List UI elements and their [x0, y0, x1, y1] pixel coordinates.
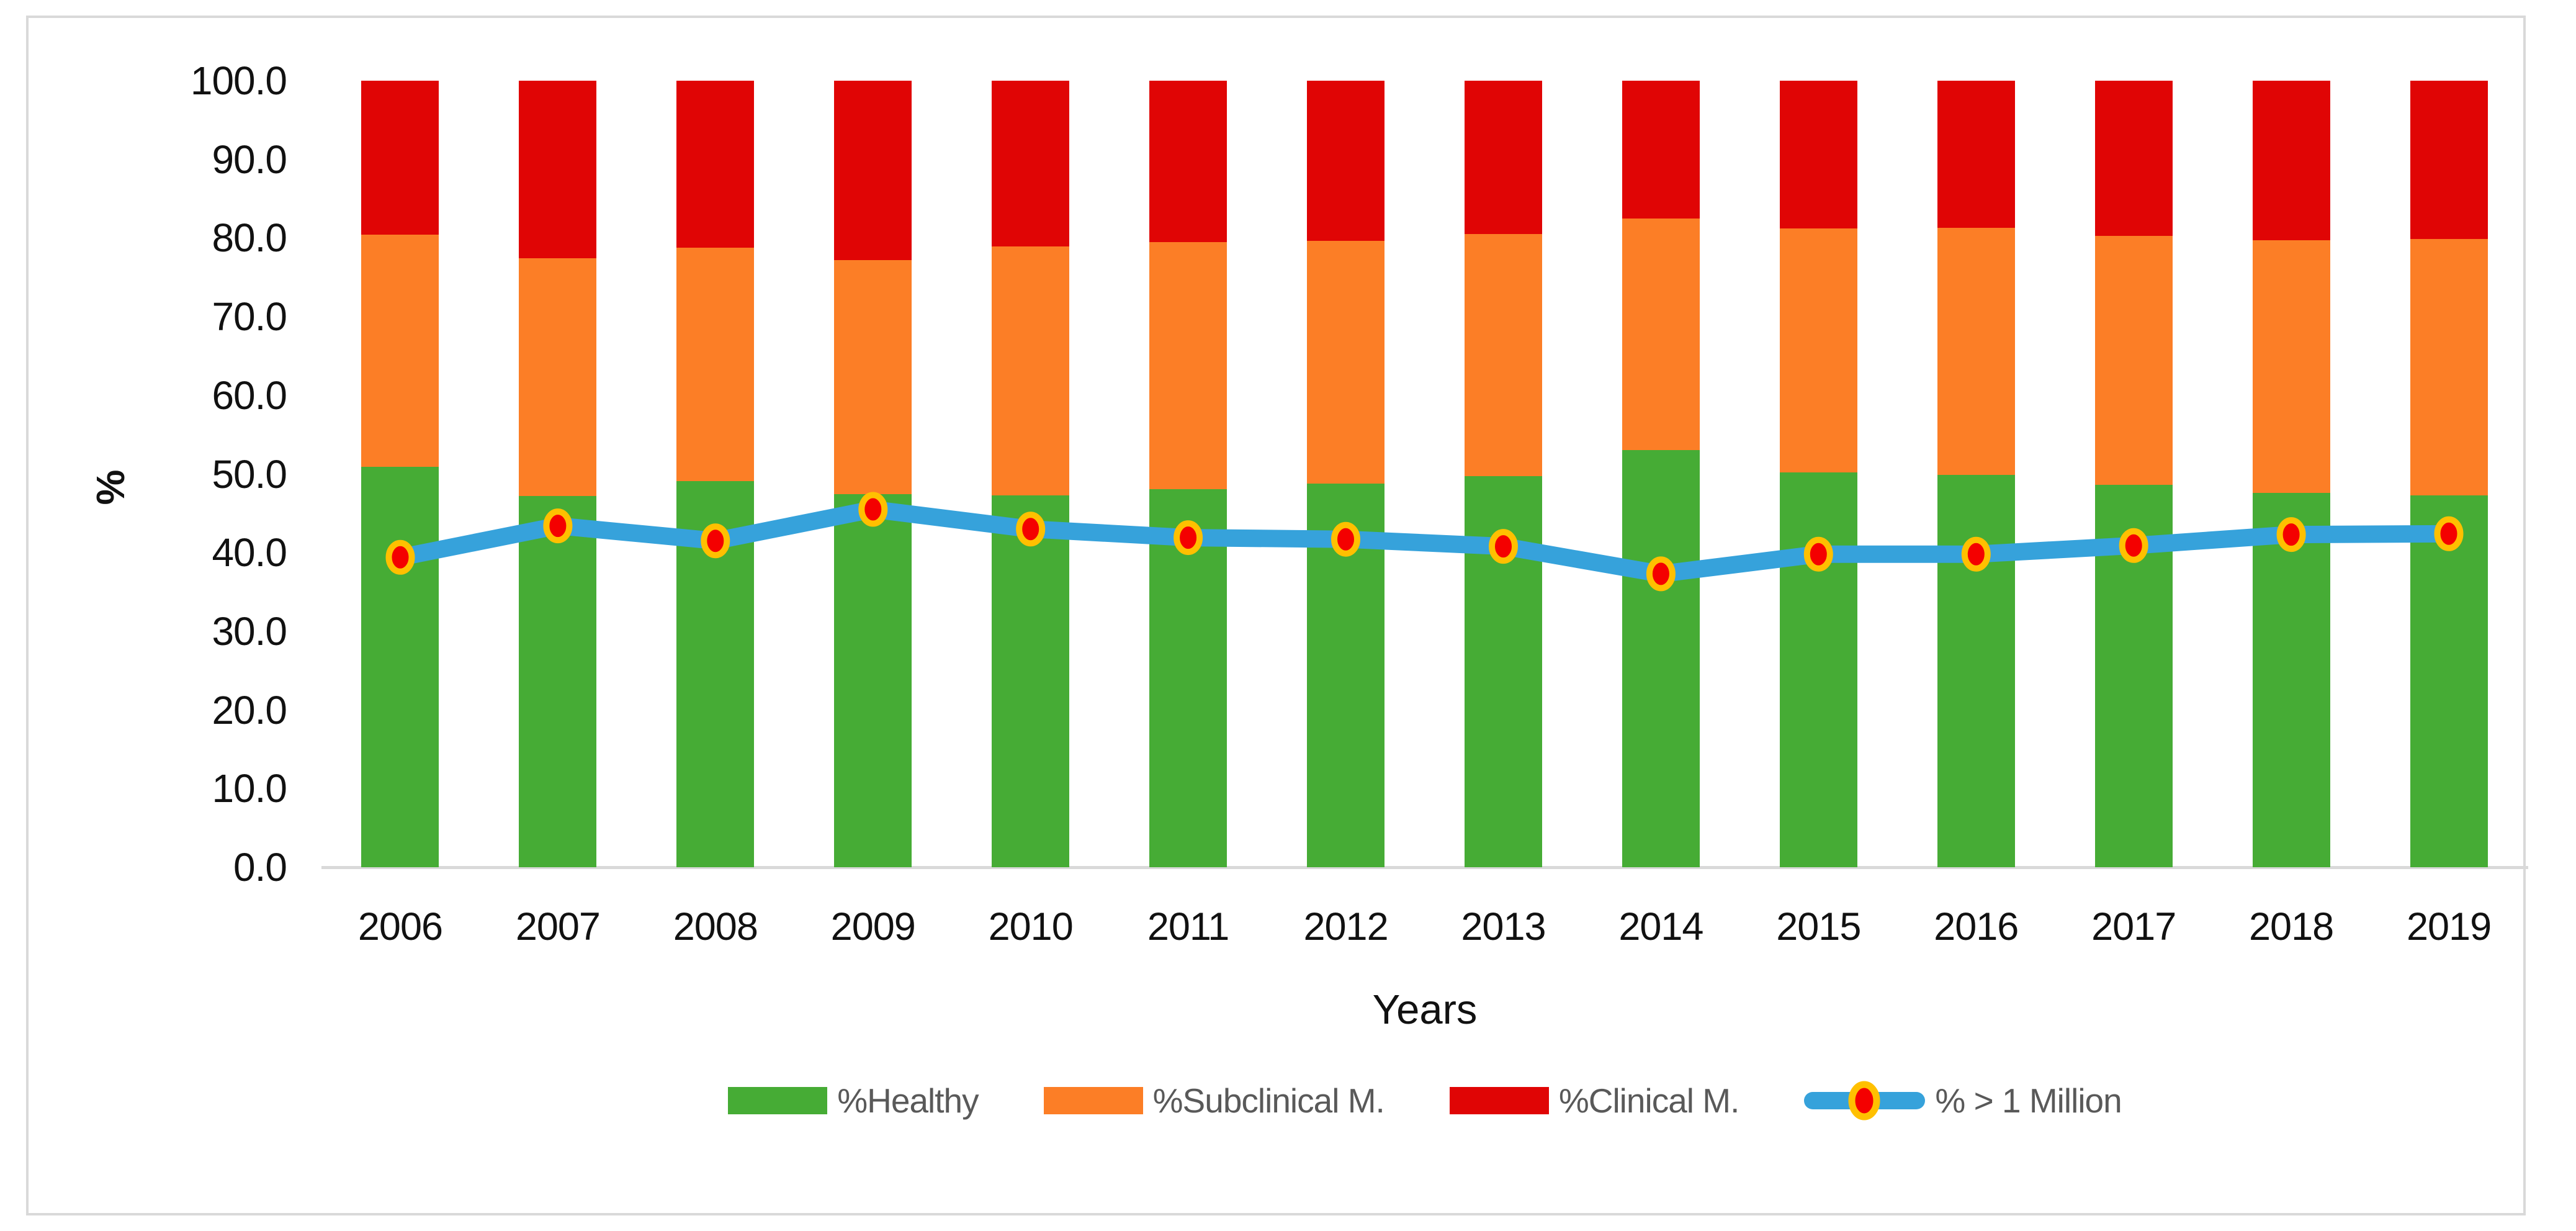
bar-2008 — [676, 81, 755, 867]
y-tick-label-90.0: 90.0 — [212, 137, 287, 182]
y-tick-label-100.0: 100.0 — [190, 58, 287, 103]
clinical-swatch-icon — [1449, 1087, 1549, 1114]
bar-segment-2012-clinicalm — [1307, 81, 1385, 241]
bar-2006 — [361, 81, 439, 867]
bar-2010 — [992, 81, 1070, 867]
x-tick-label-2017: 2017 — [2091, 905, 2176, 949]
bar-segment-2015-subclinicalm — [1779, 228, 1857, 472]
bar-segment-2011-clinicalm — [1149, 81, 1227, 242]
bar-segment-2006-subclinicalm — [361, 235, 439, 467]
y-tick-label-60.0: 60.0 — [212, 372, 287, 418]
legend-label-clinical: %Clinical M. — [1558, 1081, 1740, 1120]
bar-segment-2012-subclinicalm — [1307, 241, 1385, 484]
bar-segment-2014-subclinicalm — [1622, 218, 1700, 451]
bar-2012 — [1307, 81, 1385, 867]
legend-label-million: % > 1 Million — [1935, 1081, 2122, 1120]
x-axis-title: Years — [1372, 986, 1478, 1033]
bar-segment-2013-subclinicalm — [1464, 234, 1542, 477]
bar-segment-2010-clinicalm — [992, 81, 1070, 247]
bar-2017 — [2094, 81, 2173, 867]
bar-segment-2010-healthy — [992, 495, 1070, 867]
y-tick-label-30.0: 30.0 — [212, 608, 287, 654]
legend-label-healthy: %Healthy — [837, 1081, 979, 1120]
bar-2011 — [1149, 81, 1227, 867]
bar-2018 — [2252, 81, 2330, 867]
x-tick-label-2006: 2006 — [357, 905, 443, 949]
bar-segment-2018-healthy — [2252, 492, 2330, 867]
line-marker-legend-icon — [1804, 1081, 1926, 1121]
subclinical-swatch-icon — [1043, 1087, 1143, 1114]
bar-segment-2007-clinicalm — [519, 81, 597, 259]
legend-marker-glyph — [1848, 1081, 1880, 1121]
legend-item-million-line: % > 1 Million — [1804, 1076, 2122, 1125]
bar-segment-2014-clinicalm — [1622, 81, 1700, 219]
x-tick-label-2019: 2019 — [2406, 905, 2492, 949]
x-axis-line — [321, 866, 2528, 869]
legend-item-clinical: %Clinical M. — [1449, 1081, 1740, 1121]
y-tick-label-0.0: 0.0 — [233, 845, 287, 890]
bar-segment-2007-healthy — [519, 495, 597, 867]
x-tick-label-2013: 2013 — [1461, 905, 1546, 949]
bar-segment-2019-clinicalm — [2410, 81, 2488, 239]
bar-segment-2019-healthy — [2410, 495, 2488, 867]
y-tick-label-80.0: 80.0 — [212, 215, 287, 261]
bar-segment-2018-subclinicalm — [2252, 240, 2330, 493]
bar-segment-2018-clinicalm — [2252, 81, 2330, 241]
y-tick-label-10.0: 10.0 — [212, 766, 287, 811]
legend-label-subclinical: %Subclinical M. — [1152, 1081, 1385, 1120]
bar-segment-2011-healthy — [1149, 489, 1227, 867]
bar-segment-2016-healthy — [1937, 474, 2015, 867]
bar-2014 — [1622, 81, 1700, 867]
legend-item-healthy: %Healthy — [728, 1081, 979, 1121]
x-tick-label-2018: 2018 — [2249, 905, 2334, 949]
bar-2007 — [519, 81, 597, 867]
x-tick-label-2007: 2007 — [515, 905, 601, 949]
bar-segment-2009-healthy — [834, 494, 912, 867]
bar-segment-2015-healthy — [1779, 472, 1857, 867]
x-tick-label-2016: 2016 — [1934, 905, 2019, 949]
y-tick-label-70.0: 70.0 — [212, 294, 287, 340]
x-tick-label-2010: 2010 — [988, 905, 1074, 949]
bar-segment-2012-healthy — [1307, 483, 1385, 867]
bar-segment-2011-subclinicalm — [1149, 241, 1227, 489]
bar-segment-2015-clinicalm — [1779, 81, 1857, 229]
bar-segment-2008-subclinicalm — [676, 247, 755, 481]
x-tick-label-2009: 2009 — [830, 905, 916, 949]
bar-segment-2014-healthy — [1622, 450, 1700, 867]
bar-2016 — [1937, 81, 2015, 867]
bar-segment-2010-subclinicalm — [992, 246, 1070, 495]
bar-2013 — [1464, 81, 1542, 867]
legend-item-subclinical: %Subclinical M. — [1043, 1081, 1385, 1121]
bar-segment-2013-healthy — [1464, 476, 1542, 867]
bar-segment-2008-healthy — [676, 480, 755, 867]
x-tick-label-2014: 2014 — [1618, 905, 1703, 949]
x-tick-label-2011: 2011 — [1147, 905, 1229, 949]
bar-segment-2013-clinicalm — [1464, 81, 1542, 235]
bar-segment-2017-clinicalm — [2094, 81, 2173, 236]
x-tick-label-2008: 2008 — [673, 905, 758, 949]
x-tick-label-2015: 2015 — [1776, 905, 1861, 949]
bar-segment-2009-subclinicalm — [834, 259, 912, 495]
bar-2019 — [2410, 81, 2488, 867]
bar-2009 — [834, 81, 912, 867]
bar-segment-2017-healthy — [2094, 485, 2173, 867]
bar-segment-2009-clinicalm — [834, 81, 912, 260]
bar-2015 — [1779, 81, 1857, 867]
bar-segment-2019-subclinicalm — [2410, 238, 2488, 495]
y-tick-label-40.0: 40.0 — [212, 530, 287, 575]
x-tick-label-2012: 2012 — [1303, 905, 1388, 949]
bar-segment-2008-clinicalm — [676, 81, 755, 248]
bar-segment-2017-subclinicalm — [2094, 235, 2173, 485]
bar-segment-2006-healthy — [361, 467, 439, 867]
bar-segment-2016-subclinicalm — [1937, 227, 2015, 475]
legend: %Healthy %Subclinical M. %Clinical M. % … — [321, 1076, 2528, 1125]
healthy-swatch-icon — [728, 1087, 828, 1114]
bar-segment-2007-subclinicalm — [519, 258, 597, 496]
y-tick-label-50.0: 50.0 — [212, 451, 287, 497]
bar-segment-2006-clinicalm — [361, 81, 439, 235]
bar-segment-2016-clinicalm — [1937, 81, 2015, 228]
y-tick-label-20.0: 20.0 — [212, 687, 287, 733]
